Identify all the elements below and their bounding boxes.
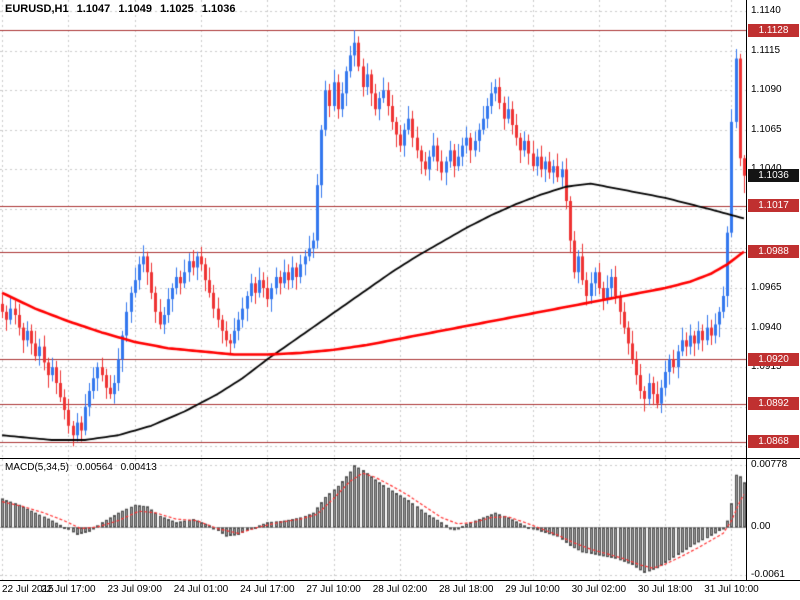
- time-tick-label: 22 Jul 17:00: [41, 584, 96, 595]
- price-pane-canvas[interactable]: [0, 0, 746, 459]
- chart-header: EURUSD,H1 1.1047 1.1049 1.1025 1.1036: [5, 3, 240, 15]
- level-price-badge: 1.0988: [748, 245, 799, 259]
- time-axis-separator-line: [0, 580, 800, 581]
- price-tick-label: 1.1040: [751, 164, 797, 174]
- level-price-badge: 1.1128: [748, 23, 799, 37]
- symbol-period-label: EURUSD,H1: [5, 3, 69, 15]
- price-tick-label: 1.0965: [751, 282, 782, 294]
- macd-indicator-label: MACD(5,34,5): [5, 462, 69, 473]
- price-tick-label: 1.1115: [751, 44, 781, 56]
- time-tick-label: 24 Jul 17:00: [240, 584, 295, 595]
- level-price-badge: 1.1017: [748, 199, 799, 213]
- macd-tick-label: 0.00778: [751, 459, 788, 471]
- price-tick-label: 1.1090: [751, 84, 782, 96]
- ohlc-low-value: 1.1025: [160, 3, 194, 15]
- time-tick-label: 27 Jul 10:00: [306, 584, 361, 595]
- time-tick-label: 22 Jul 2015: [2, 584, 54, 595]
- ohlc-close-value: 1.1036: [201, 3, 236, 15]
- price-tick-label: 1.0940: [751, 321, 782, 333]
- macd-header: MACD(5,34,5) 0.00564 0.00413: [5, 462, 162, 473]
- time-tick-label: 30 Jul 18:00: [637, 584, 693, 595]
- level-price-badge: 1.0892: [748, 397, 799, 411]
- price-tick-label: 1.1065: [751, 123, 782, 135]
- time-tick-label: 24 Jul 01:00: [173, 584, 229, 595]
- macd-main-value: 0.00564: [76, 462, 113, 473]
- macd-signal-value: 0.00413: [120, 462, 157, 473]
- macd-tick-label: -0.0061: [751, 569, 785, 581]
- macd-pane-canvas[interactable]: [0, 459, 746, 580]
- macd-tick-label: 0.00: [751, 521, 771, 532]
- price-tick-label: 1.1140: [751, 5, 781, 17]
- ohlc-high-value: 1.1049: [118, 3, 153, 15]
- ohlc-open-value: 1.1047: [76, 3, 111, 15]
- price-tick-label: 1.0915: [751, 361, 782, 373]
- time-tick-label: 23 Jul 09:00: [107, 584, 162, 595]
- current-price-badge: 1.1036: [748, 169, 799, 183]
- pane-separator-line[interactable]: [0, 458, 800, 459]
- time-tick-label: 31 Jul 10:00: [704, 584, 759, 595]
- time-tick-label: 28 Jul 18:00: [439, 584, 494, 595]
- time-tick-label: 28 Jul 02:00: [372, 584, 428, 595]
- level-price-badge: 1.0920: [748, 352, 799, 366]
- axis-separator-line: [746, 0, 747, 580]
- time-tick-label: 29 Jul 10:00: [505, 584, 560, 595]
- time-tick-label: 30 Jul 02:00: [571, 584, 627, 595]
- level-price-badge: 1.0868: [748, 435, 799, 449]
